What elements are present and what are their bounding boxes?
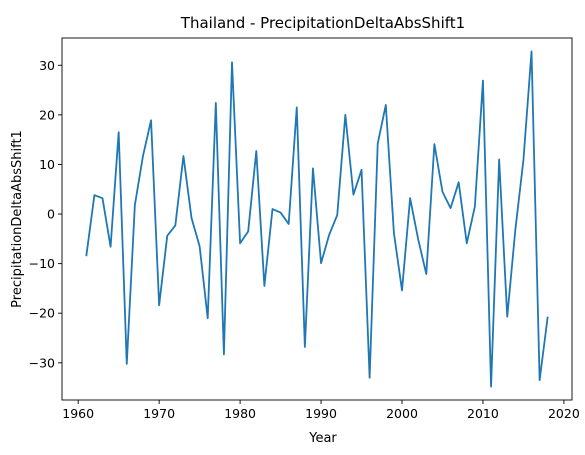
y-tick-label--30: −30 bbox=[29, 355, 55, 370]
plot-area: 1960 1970 1980 1990 2000 2010 2020 −30 −20 −10 0 10… bbox=[29, 37, 580, 421]
x-tick-label-2020: 2020 bbox=[548, 406, 580, 421]
x-tick-label-1990: 1990 bbox=[305, 406, 337, 421]
x-tick-label-2000: 2000 bbox=[386, 406, 418, 421]
chart-title: Thailand - PrecipitationDeltaAbsShift1 bbox=[180, 14, 465, 32]
x-tick-label-1970: 1970 bbox=[143, 406, 175, 421]
x-tick-label-1980: 1980 bbox=[224, 406, 256, 421]
x-tick-label-1960: 1960 bbox=[62, 406, 94, 421]
x-tick-label-2010: 2010 bbox=[467, 406, 499, 421]
y-axis-label: PrecipitationDeltaAbsShift1 bbox=[10, 130, 25, 308]
x-axis-label: Year bbox=[308, 431, 337, 446]
series-line-0 bbox=[85, 50, 549, 388]
axes-frame bbox=[61, 37, 573, 401]
y-tick-label-30: 30 bbox=[39, 58, 55, 73]
y-tick-label-20: 20 bbox=[39, 107, 55, 122]
y-tick-label-0: 0 bbox=[47, 207, 55, 222]
y-tick-label--10: −10 bbox=[29, 256, 55, 271]
y-tick-label--20: −20 bbox=[29, 306, 55, 321]
y-tick-label-10: 10 bbox=[39, 157, 55, 172]
